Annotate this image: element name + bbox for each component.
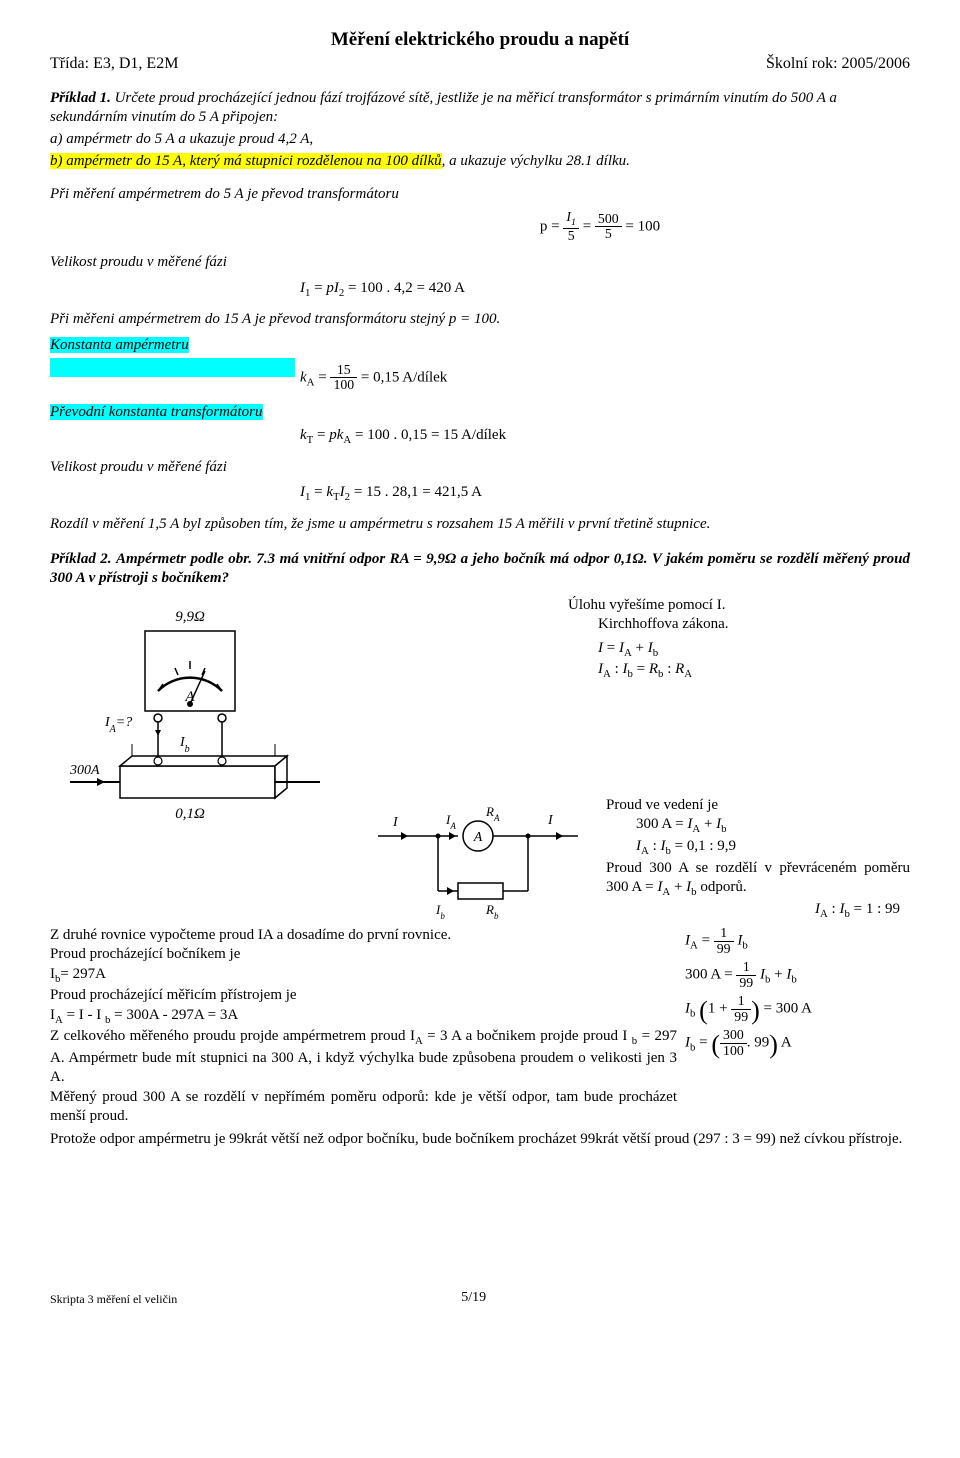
- ex1-prevk-line: Převodní konstanta transformátoru: [50, 403, 910, 422]
- class-label: Třída: E3, D1, E2M: [50, 54, 178, 74]
- svg-text:Ib: Ib: [435, 902, 445, 921]
- footer-left: Skripta 3 měření el veličin: [50, 1292, 177, 1307]
- ex2-question: Ampérmetr podle obr. 7.3 má vnitřní odpo…: [50, 551, 910, 586]
- footer-page: 5/19: [177, 1289, 770, 1307]
- ex1-item-b-tail: , a ukazuje výchylku 28.1 dílku.: [442, 153, 630, 169]
- page-title: Měření elektrického proudu a napětí: [50, 28, 910, 52]
- line-rozd2: Proud 300 A se rozdělí v převráceném pom…: [606, 859, 910, 900]
- ex1-text1: Určete proud procházející jednou fází tr…: [50, 90, 837, 125]
- ex2-block: Příklad 2. Ampérmetr podle obr. 7.3 má v…: [50, 550, 910, 588]
- ex2-sol2: Proud ve vedení je 300 A = IA + Ib IA : …: [606, 796, 910, 926]
- ex1-item-b-line: b) ampérmetr do 15 A, který má stupnici …: [50, 152, 910, 171]
- figure-7-3: A 9,9Ω IA=? Ib: [50, 596, 350, 826]
- ex1-item-b-hl: b) ampérmetr do 15 A, který má stupnici …: [50, 153, 442, 169]
- svg-text:IA=?: IA=?: [104, 715, 132, 735]
- svg-text:Rb: Rb: [485, 902, 499, 921]
- ex2-row2: I IA A RA I Ib Rb: [50, 796, 910, 926]
- ex1-heading: Příklad 1.: [50, 90, 111, 106]
- ex1-eq-kT: kT = pkA = 100 . 0,15 = 15 A/dílek: [50, 426, 910, 448]
- ex1-vel2: Velikost proudu v měřené fázi: [50, 458, 910, 477]
- header-row: Třída: E3, D1, E2M Školní rok: 2005/2006: [50, 54, 910, 74]
- ex1-vel1: Velikost proudu v měřené fázi: [50, 253, 910, 272]
- ex2-bodytext: Z druhé rovnice vypočteme proud IA a dos…: [50, 926, 677, 1126]
- ex1-eq-kA: kA = 15100 = 0,15 A/dílek: [50, 363, 910, 393]
- ex1-eq-p: p = I15 = 5005 = 100: [50, 210, 910, 244]
- ex1-eq-I1a: I1 = pI2 = 100 . 4,2 = 420 A: [50, 279, 910, 301]
- ex2-row1: A 9,9Ω IA=? Ib: [50, 596, 910, 826]
- eq-sum: I = IA + Ib: [568, 639, 910, 661]
- svg-text:9,9Ω: 9,9Ω: [175, 609, 205, 625]
- svg-text:Ib: Ib: [179, 735, 190, 755]
- ex1-rozdil: Rozdíl v měření 1,5 A byl způsoben tím, …: [50, 515, 910, 534]
- eq-300sum: 300 A = IA + Ib: [606, 815, 910, 837]
- ex1-eq-I1b: I1 = kTI2 = 15 . 28,1 = 421,5 A: [50, 483, 910, 505]
- svg-text:I: I: [547, 813, 554, 828]
- svg-text:300A: 300A: [69, 763, 100, 778]
- year-label: Školní rok: 2005/2006: [766, 54, 910, 74]
- svg-text:IA: IA: [445, 812, 456, 831]
- sol-intro1: Úlohu vyřešíme pomocí I.: [568, 597, 725, 613]
- ex2-protoz: Protože odpor ampérmetru je 99krát větší…: [50, 1130, 910, 1149]
- ex1-prevk: Převodní konstanta transformátoru: [50, 404, 263, 420]
- svg-text:I: I: [392, 815, 399, 830]
- ex1-konst: Konstanta ampérmetru: [50, 337, 189, 353]
- eq-300ratio: IA : Ib = 0,1 : 9,9: [606, 837, 910, 859]
- eq-right-stack: IA = 199 Ib 300 A = 199 Ib + Ib Ib (1 + …: [685, 926, 910, 1062]
- ex1-konst-line: Konstanta ampérmetru: [50, 336, 910, 355]
- sol-intro2: Kirchhoffova zákona.: [568, 616, 729, 632]
- svg-text:RA: RA: [485, 804, 500, 823]
- figure2-svg: I IA A RA I Ib Rb: [368, 796, 588, 926]
- figure1-svg: A 9,9Ω IA=? Ib: [50, 596, 330, 826]
- svg-text:A: A: [184, 689, 195, 705]
- ex2-body: IA = 199 Ib 300 A = 199 Ib + Ib Ib (1 + …: [50, 926, 910, 1149]
- line-ved: Proud ve vedení je: [606, 796, 910, 815]
- ex1-line-15a: Při měřeni ampérmetrem do 15 A je převod…: [50, 310, 910, 329]
- ex2-heading: Příklad 2.: [50, 551, 112, 567]
- eq-ratio99: IA : Ib = 1 : 99: [606, 900, 910, 922]
- ex2-sol-intro: Úlohu vyřešíme pomocí I. Kirchhoffova zá…: [368, 596, 910, 826]
- ex1-item-a: a) ampérmetr do 5 A a ukazuje proud 4,2 …: [50, 130, 910, 149]
- footer: Skripta 3 měření el veličin 5/19: [50, 1289, 910, 1307]
- ex1-block: Příklad 1. Určete proud procházející jed…: [50, 89, 910, 127]
- svg-text:A: A: [473, 830, 483, 845]
- eq-ratio: IA : Ib = Rb : RA: [568, 660, 910, 682]
- figure-circuit: I IA A RA I Ib Rb: [368, 796, 588, 926]
- ex1-prevod: Při měření ampérmetrem do 5 A je převod …: [50, 185, 910, 204]
